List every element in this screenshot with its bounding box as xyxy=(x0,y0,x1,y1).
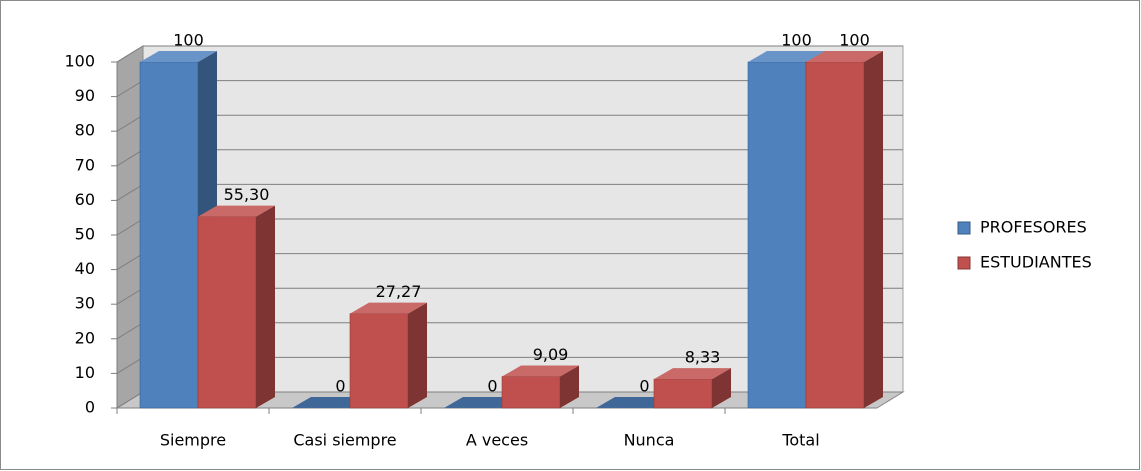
x-tick-label: Casi siempre xyxy=(293,431,396,450)
legend-label: ESTUDIANTES xyxy=(980,253,1092,272)
y-tick-label: 30 xyxy=(75,294,95,313)
plot-area: 0 10 20 30 40 50 60 70 80 90 100 Siempre Casi siempr… xyxy=(64,31,905,450)
y-tick-label: 50 xyxy=(75,225,95,244)
bar-side xyxy=(712,368,731,408)
bar-top xyxy=(350,302,427,314)
data-label: 8,33 xyxy=(685,348,721,367)
bar-side xyxy=(256,205,275,408)
data-label: 0 xyxy=(335,377,345,396)
data-label: 100 xyxy=(839,31,870,50)
bar-top xyxy=(502,365,579,377)
grid-line-side xyxy=(116,356,144,374)
grid-line-side xyxy=(116,322,144,340)
bar-top xyxy=(748,51,825,62)
x-tick-label: Siempre xyxy=(160,431,226,450)
grid-line-side xyxy=(116,391,144,409)
y-tick-label: 90 xyxy=(75,86,95,105)
y-tick-label: 60 xyxy=(75,190,95,209)
y-tick-label: 40 xyxy=(75,259,95,278)
grid-line-side xyxy=(116,287,144,305)
bar-side xyxy=(864,51,883,408)
legend-swatch xyxy=(957,256,971,270)
data-label: 9,09 xyxy=(533,345,569,364)
bar-front xyxy=(349,313,409,409)
x-tick-label: A veces xyxy=(466,431,528,450)
bar xyxy=(501,365,579,409)
bar-front xyxy=(747,61,807,409)
y-tick-label: 20 xyxy=(75,328,95,347)
grid-line-side xyxy=(116,218,144,236)
legend-label: PROFESORES xyxy=(980,218,1087,237)
legend-swatch xyxy=(957,221,971,235)
y-tick-label: 10 xyxy=(75,363,95,382)
bar-side xyxy=(560,365,579,408)
grid-line-side xyxy=(116,114,144,132)
bar-side xyxy=(408,302,427,408)
bar-front xyxy=(501,376,561,409)
bar-front xyxy=(139,61,199,409)
data-label: 100 xyxy=(781,31,812,50)
bar-top xyxy=(654,368,731,380)
data-label: 100 xyxy=(173,31,204,50)
data-label: 27,27 xyxy=(376,282,422,301)
grid-line-side xyxy=(116,45,144,63)
legend: PROFESORES ESTUDIANTES xyxy=(957,218,1092,272)
bar-front xyxy=(197,216,257,409)
y-tick-label: 80 xyxy=(75,121,95,140)
y-tick-label: 0 xyxy=(85,398,95,417)
bar-top xyxy=(140,51,217,62)
y-tick-label: 70 xyxy=(75,155,95,174)
data-label: 0 xyxy=(639,377,649,396)
bar xyxy=(349,302,427,409)
x-tick-label: Nunca xyxy=(624,431,675,450)
grid-line-side xyxy=(116,183,144,201)
data-label: 0 xyxy=(487,377,497,396)
x-tick-label: Total xyxy=(781,431,819,450)
data-label: 55,30 xyxy=(224,185,270,204)
bar-front xyxy=(805,61,865,409)
bar-front xyxy=(653,378,713,409)
y-tick-label: 100 xyxy=(64,52,95,71)
bar xyxy=(805,51,883,409)
bar xyxy=(197,205,275,409)
bar-top xyxy=(198,205,275,217)
bar xyxy=(653,368,731,409)
grid-line-side xyxy=(116,253,144,271)
bar-top xyxy=(806,51,883,62)
grid-line-side xyxy=(116,80,144,98)
grid-line-side xyxy=(116,149,144,167)
